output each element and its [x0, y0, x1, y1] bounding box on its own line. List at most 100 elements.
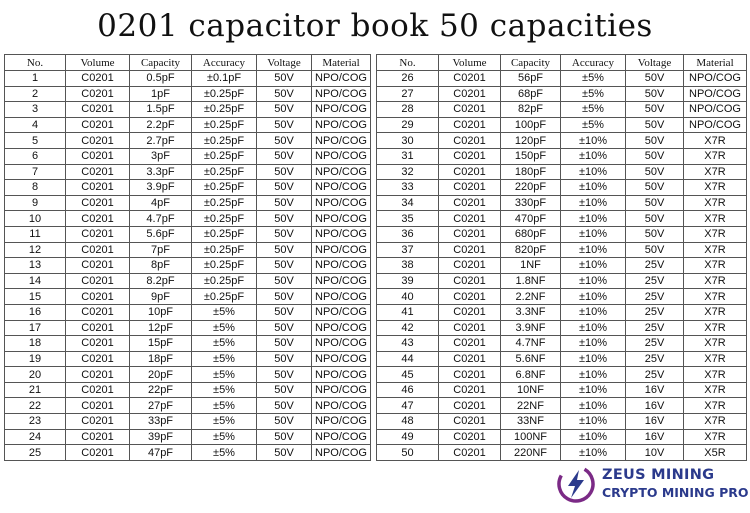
cell-accuracy: ±10%	[560, 397, 626, 415]
cell-material: X7R	[683, 288, 747, 305]
table-row: 45 C0201 6.8NF ±10% 25V X7R	[376, 366, 747, 383]
cell-volume: C0201	[65, 303, 130, 321]
cell-no: 10	[4, 210, 66, 227]
cell-accuracy: ±10%	[560, 303, 626, 321]
cell-voltage: 50V	[625, 147, 684, 165]
cell-material: NPO/COG	[311, 288, 371, 305]
cell-capacity: 3.9pF	[129, 179, 192, 196]
cell-material: X7R	[683, 132, 747, 149]
cell-accuracy: ±0.25pF	[191, 147, 257, 165]
cell-no: 2	[4, 85, 66, 103]
cell-voltage: 50V	[256, 241, 312, 259]
cell-voltage: 50V	[625, 194, 684, 212]
cell-voltage: 25V	[625, 319, 684, 337]
cell-accuracy: ±10%	[560, 350, 626, 368]
cell-voltage: 50V	[625, 116, 684, 134]
cell-volume: C0201	[438, 413, 501, 430]
cell-voltage: 50V	[625, 101, 684, 118]
cell-capacity: 180pF	[500, 163, 561, 181]
cell-capacity: 47pF	[129, 444, 192, 461]
cell-no: 5	[4, 132, 66, 149]
cell-material: X7R	[683, 319, 747, 337]
table-row: 24 C0201 39pF ±5% 50V NPO/COG	[4, 428, 371, 446]
table-row: 5 C0201 2.7pF ±0.25pF 50V NPO/COG	[4, 132, 371, 149]
cell-no: 35	[376, 210, 439, 227]
cell-material: NPO/COG	[311, 272, 371, 290]
table-row: 12 C0201 7pF ±0.25pF 50V NPO/COG	[4, 241, 371, 259]
cell-no: 43	[376, 335, 439, 352]
cell-no: 46	[376, 381, 439, 399]
table-row: 14 C0201 8.2pF ±0.25pF 50V NPO/COG	[4, 272, 371, 290]
cell-voltage: 50V	[256, 272, 312, 290]
cell-no: 6	[4, 147, 66, 165]
cell-material: NPO/COG	[683, 101, 747, 118]
cell-material: NPO/COG	[311, 179, 371, 196]
cell-accuracy: ±5%	[191, 366, 257, 383]
cell-no: 40	[376, 288, 439, 305]
cell-accuracy: ±10%	[560, 179, 626, 196]
header-capacity: Capacity	[129, 54, 192, 71]
cell-capacity: 27pF	[129, 397, 192, 415]
cell-material: NPO/COG	[311, 444, 371, 461]
cell-voltage: 50V	[256, 70, 312, 87]
cell-capacity: 0.5pF	[129, 70, 192, 87]
cell-no: 24	[4, 428, 66, 446]
cell-capacity: 3.3pF	[129, 163, 192, 181]
cell-no: 1	[4, 70, 66, 87]
table-row: 9 C0201 4pF ±0.25pF 50V NPO/COG	[4, 194, 371, 212]
cell-material: X7R	[683, 210, 747, 227]
header-capacity: Capacity	[500, 54, 561, 71]
cell-no: 22	[4, 397, 66, 415]
cell-material: NPO/COG	[683, 70, 747, 87]
cell-capacity: 4pF	[129, 194, 192, 212]
cell-capacity: 8.2pF	[129, 272, 192, 290]
cell-volume: C0201	[65, 85, 130, 103]
cell-no: 32	[376, 163, 439, 181]
cell-volume: C0201	[438, 288, 501, 305]
table-row: 26 C0201 56pF ±5% 50V NPO/COG	[376, 70, 747, 87]
cell-accuracy: ±0.25pF	[191, 225, 257, 243]
cell-material: X7R	[683, 381, 747, 399]
cell-voltage: 50V	[256, 319, 312, 337]
cell-volume: C0201	[65, 194, 130, 212]
cell-accuracy: ±10%	[560, 210, 626, 227]
cell-voltage: 25V	[625, 366, 684, 383]
cell-accuracy: ±0.25pF	[191, 210, 257, 227]
cell-volume: C0201	[438, 101, 501, 118]
table-row: 10 C0201 4.7pF ±0.25pF 50V NPO/COG	[4, 210, 371, 227]
cell-volume: C0201	[65, 101, 130, 118]
cell-volume: C0201	[438, 319, 501, 337]
cell-volume: C0201	[438, 381, 501, 399]
cell-accuracy: ±10%	[560, 381, 626, 399]
cell-voltage: 50V	[625, 85, 684, 103]
table-header-row: No. Volume Capacity Accuracy Voltage Mat…	[4, 54, 371, 71]
cell-voltage: 50V	[256, 210, 312, 227]
cell-no: 25	[4, 444, 66, 461]
table-row: 36 C0201 680pF ±10% 50V X7R	[376, 225, 747, 243]
cell-no: 23	[4, 413, 66, 430]
table-row: 8 C0201 3.9pF ±0.25pF 50V NPO/COG	[4, 179, 371, 196]
cell-accuracy: ±5%	[191, 335, 257, 352]
cell-voltage: 16V	[625, 397, 684, 415]
table-row: 22 C0201 27pF ±5% 50V NPO/COG	[4, 397, 371, 415]
cell-capacity: 7pF	[129, 241, 192, 259]
cell-no: 20	[4, 366, 66, 383]
cell-capacity: 2.2pF	[129, 116, 192, 134]
cell-capacity: 33pF	[129, 413, 192, 430]
cell-material: NPO/COG	[311, 163, 371, 181]
cell-material: NPO/COG	[311, 335, 371, 352]
cell-voltage: 50V	[256, 428, 312, 446]
table-row: 21 C0201 22pF ±5% 50V NPO/COG	[4, 381, 371, 399]
cell-material: NPO/COG	[311, 225, 371, 243]
cell-no: 34	[376, 194, 439, 212]
page-title: 0201 capacitor book 50 capacities	[97, 8, 653, 44]
cell-voltage: 50V	[256, 303, 312, 321]
cell-material: NPO/COG	[311, 70, 371, 87]
cell-voltage: 50V	[256, 179, 312, 196]
cell-volume: C0201	[65, 444, 130, 461]
table-row: 40 C0201 2.2NF ±10% 25V X7R	[376, 288, 747, 305]
cell-accuracy: ±10%	[560, 132, 626, 149]
cell-capacity: 5.6pF	[129, 225, 192, 243]
cell-accuracy: ±10%	[560, 272, 626, 290]
cell-volume: C0201	[65, 413, 130, 430]
